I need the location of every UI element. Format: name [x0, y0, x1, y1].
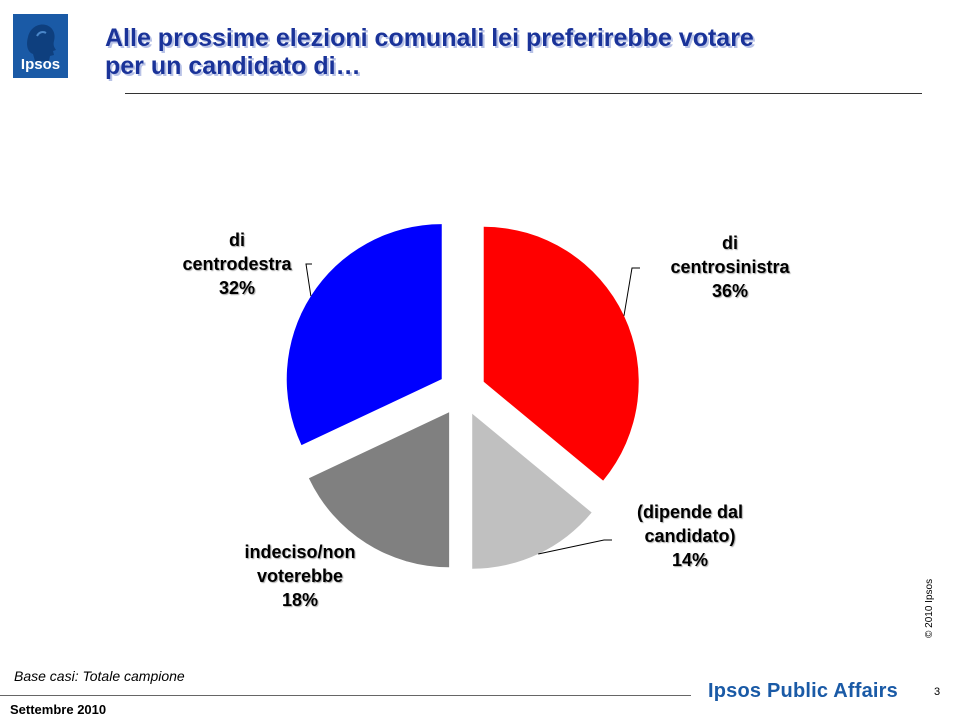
title-line-2: per un candidato di… [105, 52, 361, 80]
slice-label-dipende-line-2: candidato) [644, 526, 736, 546]
slice-label-centrosinistra: di centrosinistra 36% [640, 231, 820, 303]
page-title: Alle prossime elezioni comunali lei pref… [105, 24, 925, 80]
slice-label-centrodestra-line-1: di [229, 230, 245, 250]
slice-label-centrosinistra-line-2: centrosinistra [670, 257, 790, 277]
footer-date: Settembre 2010 [10, 702, 107, 717]
ipsos-logo: Ipsos [13, 14, 68, 78]
logo-text: Ipsos [20, 56, 61, 73]
slice-label-indeciso: indeciso/non voterebbe 18% [215, 540, 385, 612]
base-note: Base casi: Totale campione [14, 668, 185, 684]
pie-slice-centrodestra [286, 224, 442, 446]
title-line-1: Alle prossime elezioni comunali lei pref… [105, 24, 754, 52]
slice-label-indeciso-line-2: voterebbe [256, 566, 344, 586]
slice-label-indeciso-line-1: indeciso/non [244, 542, 356, 562]
page-number: 3 [934, 686, 941, 698]
slice-value-indeciso: 18% [281, 590, 319, 610]
slice-value-centrodestra: 32% [218, 278, 256, 298]
leader-line-dipende [538, 539, 612, 555]
leader-line-centrosinistra [623, 267, 640, 316]
leader-line-centrodestra [305, 263, 312, 297]
copyright-text: © 2010 Ipsos [924, 578, 935, 638]
slice-label-dipende-line-1: (dipende dal [636, 502, 743, 522]
pie-slice-dipende [472, 413, 592, 569]
slice-value-dipende: 14% [671, 550, 709, 570]
footer-divider [0, 695, 691, 696]
slice-label-centrosinistra-line-1: di [722, 233, 738, 253]
pie-slice-centrosinistra [483, 226, 639, 481]
pie-slice-indeciso [308, 412, 450, 568]
title-divider [125, 93, 922, 94]
slice-value-centrosinistra: 36% [711, 281, 749, 301]
brand-name: Ipsos Public Affairs [708, 680, 898, 702]
slice-label-centrodestra: di centrodestra 32% [152, 228, 322, 300]
slice-label-centrodestra-line-2: centrodestra [182, 254, 292, 274]
head-silhouette-icon [27, 24, 56, 61]
slice-label-dipende: (dipende dal candidato) 14% [605, 500, 775, 572]
